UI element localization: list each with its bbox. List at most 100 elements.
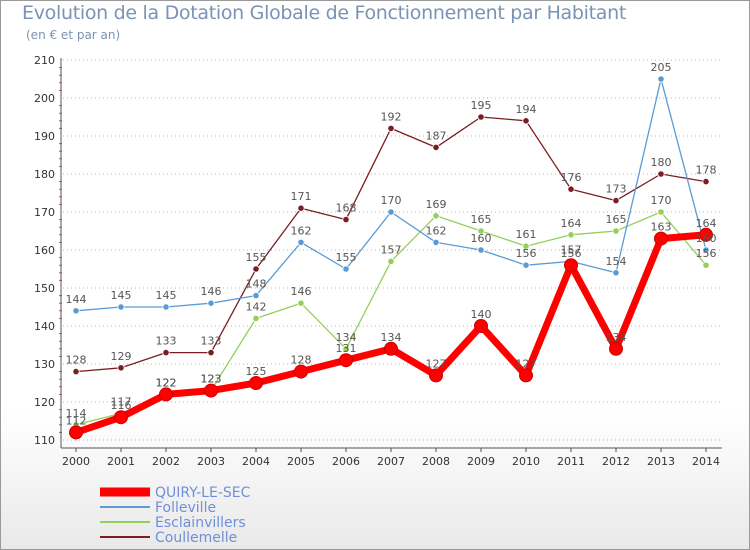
- legend: QUIRY-LE-SECFollevilleEsclainvillersCoul…: [100, 485, 251, 546]
- x-tick-label: 2011: [557, 455, 585, 468]
- legend-label: Folleville: [155, 500, 216, 516]
- data-point: [654, 231, 668, 246]
- data-label: 117: [111, 395, 132, 408]
- data-point: [612, 197, 620, 205]
- x-tick-label: 2007: [377, 455, 405, 468]
- data-point: [384, 341, 398, 356]
- data-point: [429, 368, 443, 383]
- data-point: [612, 227, 620, 235]
- data-label: 156: [696, 247, 717, 260]
- y-tick-label: 180: [34, 168, 55, 181]
- x-tick-label: 2008: [422, 455, 450, 468]
- data-label: 129: [111, 350, 132, 363]
- data-label: 140: [471, 308, 492, 321]
- data-point: [657, 208, 665, 216]
- data-label: 160: [696, 232, 717, 245]
- data-label: 145: [156, 289, 177, 302]
- data-point: [207, 299, 215, 307]
- y-tick-label: 150: [34, 282, 55, 295]
- y-tick-label: 200: [34, 92, 55, 105]
- data-point: [339, 353, 353, 368]
- data-label: 125: [246, 365, 267, 378]
- data-point: [252, 265, 260, 273]
- y-tick-label: 190: [34, 130, 55, 143]
- data-point: [207, 348, 215, 357]
- x-tick-label: 2003: [197, 455, 225, 468]
- y-tick-label: 130: [34, 358, 55, 371]
- data-label: 169: [426, 198, 447, 211]
- x-tick-label: 2004: [242, 455, 270, 468]
- legend-label: Esclainvillers: [155, 515, 246, 531]
- data-label: 160: [471, 232, 492, 245]
- data-labels: 128 129 133 133 155 171 168 192 187 195 194 176 173 1…: [66, 61, 717, 427]
- data-label: 157: [381, 243, 402, 256]
- data-point: [387, 124, 395, 132]
- data-label: 165: [606, 213, 627, 226]
- data-label: 122: [156, 376, 177, 389]
- data-point: [522, 261, 530, 269]
- data-label: 112: [66, 414, 87, 427]
- data-point: [297, 238, 305, 246]
- data-label: 154: [606, 255, 627, 268]
- axes: 110 120 130 140 150 160 170 180 190 200 210 2000 200…: [34, 54, 722, 468]
- data-point: [72, 307, 80, 315]
- data-point: [342, 345, 350, 353]
- data-point: [477, 113, 485, 121]
- data-point: [162, 303, 170, 311]
- data-label: 127: [516, 357, 537, 370]
- data-label: 168: [336, 202, 357, 215]
- data-point: [69, 425, 83, 440]
- data-point: [702, 246, 710, 254]
- data-point: [297, 299, 305, 307]
- x-tick-label: 2010: [512, 455, 540, 468]
- data-point: [567, 231, 575, 239]
- data-point: [657, 75, 665, 83]
- data-label: 195: [471, 99, 492, 112]
- x-tick-label: 2014: [692, 455, 720, 468]
- chart-subtitle: (en € et par an): [26, 28, 121, 42]
- data-point: [342, 216, 350, 224]
- data-label: 194: [516, 103, 537, 116]
- data-point: [72, 367, 80, 376]
- y-tick-label: 160: [34, 244, 55, 257]
- data-point: [477, 246, 485, 254]
- data-label: 155: [336, 251, 357, 264]
- data-point: [159, 387, 173, 402]
- data-point: [294, 364, 308, 379]
- data-label: 134: [606, 331, 627, 344]
- data-label: 146: [291, 285, 312, 298]
- data-point: [297, 204, 305, 212]
- data-label: 162: [291, 224, 312, 237]
- data-point: [702, 261, 710, 269]
- data-point: [567, 185, 575, 193]
- x-tick-label: 2001: [107, 455, 135, 468]
- data-point: [114, 410, 128, 425]
- data-label: 156: [516, 247, 537, 260]
- data-label: 127: [426, 357, 447, 370]
- data-point: [387, 257, 395, 265]
- data-label: 123: [201, 373, 222, 386]
- data-label: 180: [651, 156, 672, 169]
- x-tick-label: 2000: [62, 455, 90, 468]
- data-point: [612, 269, 620, 277]
- y-tick-label: 140: [34, 320, 55, 333]
- data-label: 156: [561, 247, 582, 260]
- y-tick-label: 120: [34, 396, 55, 409]
- data-label: 155: [246, 251, 267, 264]
- data-label: 164: [696, 217, 717, 230]
- data-point: [252, 291, 260, 300]
- data-label: 163: [651, 221, 672, 234]
- data-label: 145: [111, 289, 132, 302]
- data-point: [519, 368, 533, 383]
- data-label: 122: [156, 376, 177, 389]
- data-point: [162, 348, 170, 357]
- data-label: 192: [381, 110, 402, 123]
- data-point: [564, 258, 578, 273]
- data-point: [474, 319, 488, 333]
- data-point: [522, 242, 530, 250]
- data-point: [432, 238, 440, 246]
- data-label: 134: [381, 331, 402, 344]
- x-tick-label: 2009: [467, 455, 495, 468]
- data-label: 170: [651, 194, 672, 207]
